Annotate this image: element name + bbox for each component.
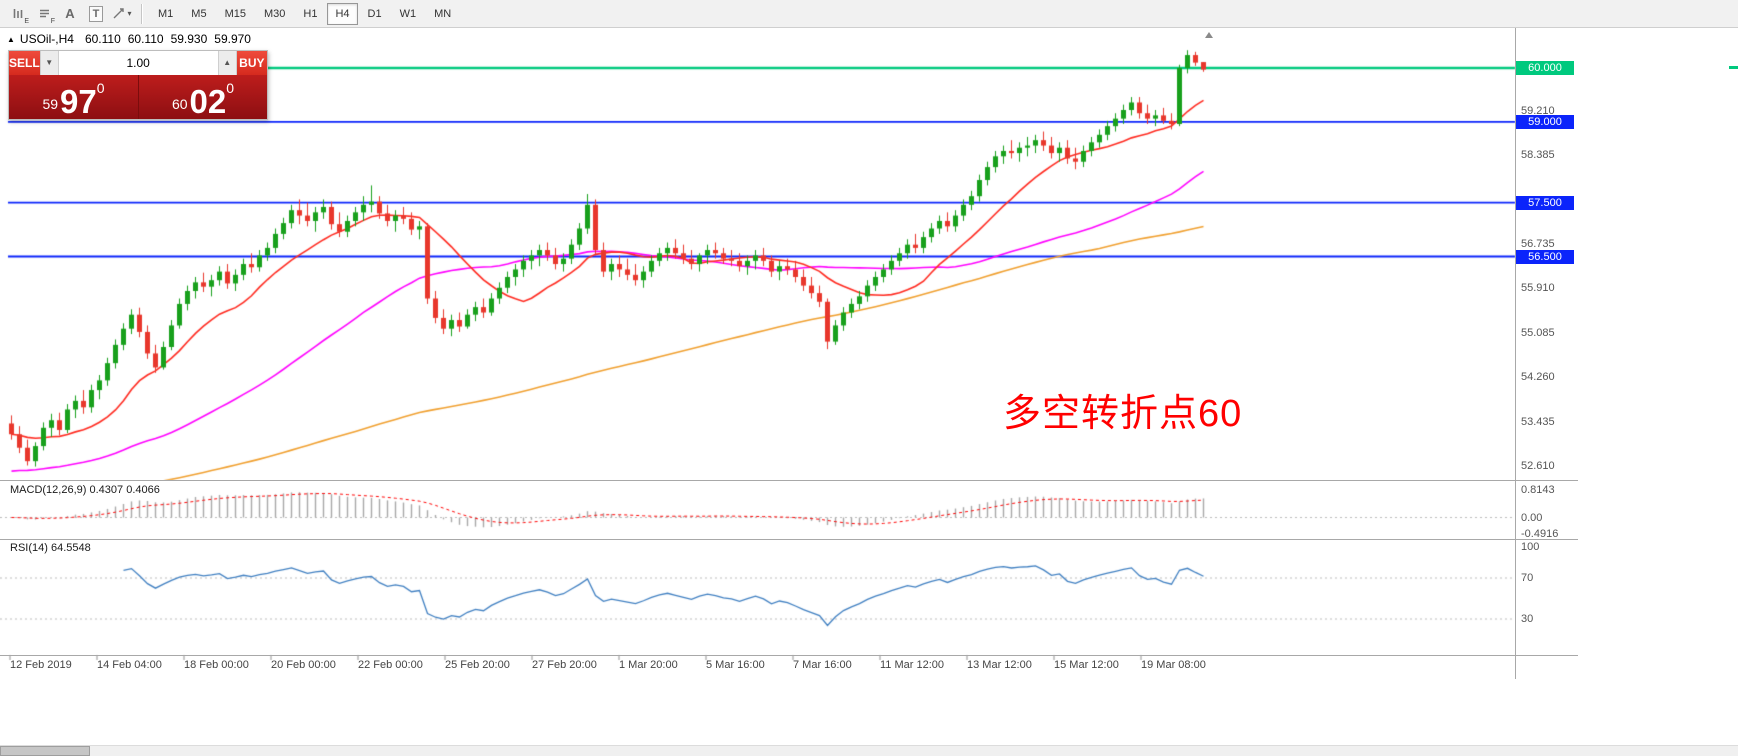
top-toolbar: E F A T ▾ M1 M5 M15 M30 H1 H4 D1 W1 MN	[0, 0, 1738, 28]
timeframe-h4[interactable]: H4	[327, 2, 358, 25]
volume-input[interactable]	[58, 51, 218, 75]
horizontal-scrollbar[interactable]	[0, 745, 1738, 756]
time-axis-label: 5 Mar 16:00	[706, 659, 765, 671]
buy-button[interactable]: BUY	[236, 51, 267, 75]
volume-control: ▼ ▲	[39, 51, 237, 75]
price-scale-label: 55.910	[1521, 282, 1555, 295]
sell-price-display[interactable]: 59 97 0	[9, 75, 138, 119]
timeframe-h1[interactable]: H1	[303, 7, 318, 20]
rsi-scale-label: 100	[1521, 541, 1540, 554]
bar-chart-icon[interactable]: E	[6, 3, 30, 25]
tick-up-icon: ▲	[7, 34, 15, 44]
rsi-value: 64.5548	[50, 542, 91, 554]
price-line-badge: 56.500	[1516, 249, 1574, 264]
scrollbar-thumb[interactable]	[0, 746, 90, 756]
volume-up-icon[interactable]: ▲	[217, 51, 236, 75]
caret-down-icon: ▾	[127, 9, 132, 18]
macd-scale-label: 0.00	[1521, 511, 1543, 524]
sell-button[interactable]: SELL	[9, 51, 40, 75]
sell-price-sup: 0	[96, 80, 105, 96]
timeframe-d1[interactable]: D1	[367, 7, 382, 20]
text-tool-icon[interactable]: T	[84, 3, 108, 25]
quote-bar: ▲ USOil-,H4 60.110 60.110 59.930 59.970	[7, 32, 251, 46]
line-chart-icon-sub: F	[50, 17, 55, 25]
time-axis-label: 12 Feb 2019	[10, 659, 72, 671]
price-scale-label: 53.435	[1521, 415, 1555, 428]
toolbar-separator	[141, 3, 143, 24]
price-chart-canvas[interactable]	[0, 28, 1578, 679]
chart-shift-marker[interactable]	[1205, 32, 1213, 38]
price-line-badge: 60.000	[1516, 61, 1574, 75]
macd-scale-label: -0.4916	[1521, 528, 1559, 541]
rsi-scale-label: 30	[1521, 613, 1534, 625]
quote-high: 60.110	[127, 32, 164, 46]
sell-price-big: 97	[60, 82, 97, 120]
price-scale-label: 52.610	[1521, 460, 1555, 473]
time-axis-label: 13 Mar 12:00	[967, 659, 1032, 671]
symbol-period-label: USOil-,H4	[19, 32, 74, 46]
timeframe-m30[interactable]: M30	[263, 7, 286, 20]
time-axis-label: 25 Feb 20:00	[445, 659, 510, 671]
quote-open: 60.110	[84, 32, 121, 46]
price-scale-label: 56.735	[1521, 237, 1555, 250]
bar-chart-icon-sub: E	[24, 17, 29, 25]
cursor-tool-icon[interactable]: A	[65, 6, 75, 21]
volume-down-icon[interactable]: ▼	[40, 51, 59, 75]
line-chart-icon[interactable]: F	[32, 3, 56, 25]
price-line-badge: 59.000	[1516, 114, 1574, 129]
pane-separator[interactable]	[0, 539, 1578, 540]
price-scale-label: 54.260	[1521, 371, 1555, 384]
quote-low: 59.930	[170, 32, 208, 46]
shapes-dropdown-icon[interactable]: ▾	[110, 3, 134, 25]
rsi-scale-label: 70	[1521, 572, 1534, 584]
timeframe-w1[interactable]: W1	[399, 7, 417, 20]
time-axis-label: 27 Feb 20:00	[532, 659, 597, 671]
time-axis-label: 19 Mar 08:00	[1141, 659, 1206, 671]
price-line-badge: 57.500	[1516, 195, 1574, 210]
rsi-label: RSI(14) 64.5548	[10, 542, 91, 554]
time-axis-label: 22 Feb 00:00	[358, 659, 423, 671]
price-scale-label: 55.085	[1521, 326, 1555, 339]
macd-scale-label: 0.8143	[1521, 483, 1555, 496]
green-line-edge-marker	[1729, 66, 1738, 69]
one-click-trade-panel: SELL ▼ ▲ BUY 59 97 0 60 02 0	[8, 50, 268, 120]
quote-close: 59.970	[214, 32, 251, 46]
time-axis-label: 18 Feb 00:00	[184, 659, 249, 671]
macd-signal-value: 0.4066	[126, 484, 160, 496]
buy-price-big: 02	[189, 82, 227, 120]
timeframe-m5[interactable]: M5	[191, 7, 207, 20]
time-axis-label: 20 Feb 00:00	[271, 659, 336, 671]
time-axis-label: 14 Feb 04:00	[97, 659, 162, 671]
time-axis-label: 15 Mar 12:00	[1054, 659, 1119, 671]
price-scale-label: 58.385	[1521, 148, 1555, 161]
time-axis-label: 1 Mar 20:00	[619, 659, 678, 671]
chart-area: ▲ USOil-,H4 60.110 60.110 59.930 59.970 …	[0, 28, 1578, 679]
buy-price-prefix: 60	[171, 96, 188, 112]
price-scale-label: 59.210	[1521, 104, 1555, 117]
buy-price-display[interactable]: 60 02 0	[138, 75, 267, 119]
pane-separator	[0, 655, 1578, 656]
price-scale-divider[interactable]	[1515, 28, 1516, 679]
timeframe-m15[interactable]: M15	[224, 7, 246, 20]
macd-label: MACD(12,26,9) 0.4307 0.4066	[10, 484, 160, 496]
timeframe-mn[interactable]: MN	[434, 7, 452, 20]
time-axis-label: 7 Mar 16:00	[793, 659, 852, 671]
chart-text-annotation[interactable]: 多空转折点60	[1003, 393, 1243, 435]
sell-price-prefix: 59	[42, 96, 59, 112]
buy-price-sup: 0	[226, 80, 235, 96]
macd-main-value: 0.4307	[89, 484, 124, 496]
pane-separator[interactable]	[0, 480, 1578, 481]
timeframe-m1[interactable]: M1	[158, 7, 174, 20]
time-axis-label: 11 Mar 12:00	[880, 659, 945, 671]
